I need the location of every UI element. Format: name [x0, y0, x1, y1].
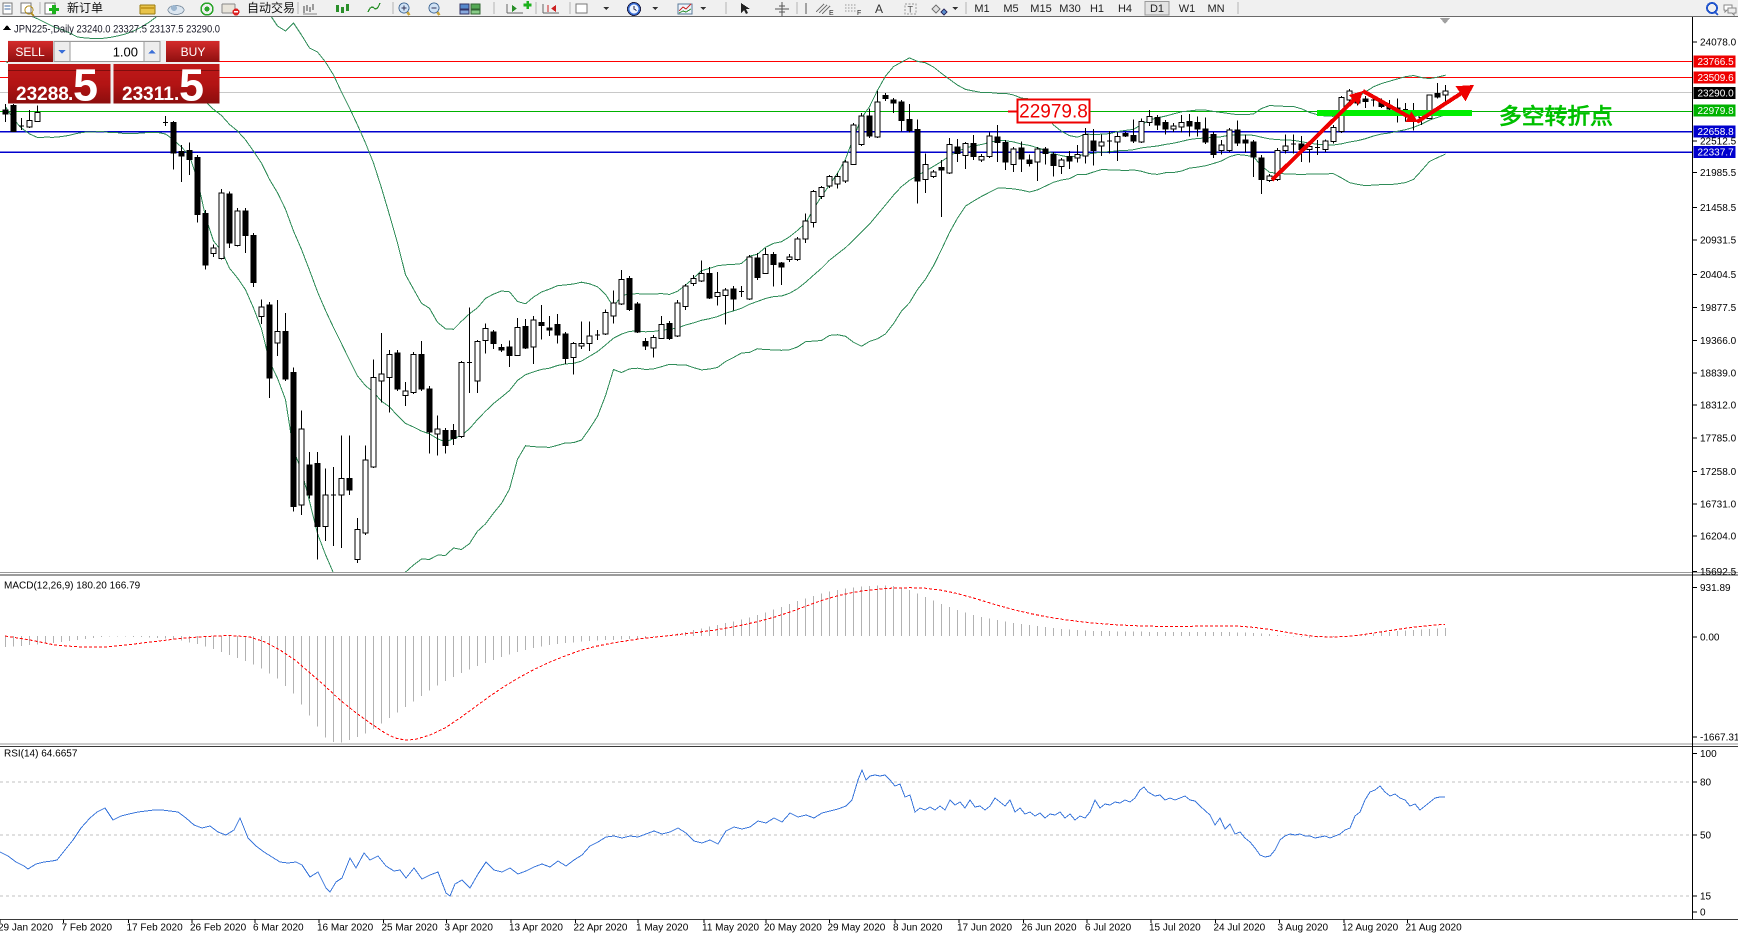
- svg-text:M1: M1: [974, 3, 989, 15]
- svg-text:A: A: [875, 2, 883, 16]
- svg-text:18312.0: 18312.0: [1700, 401, 1737, 412]
- svg-text:3 Apr 2020: 3 Apr 2020: [445, 923, 494, 934]
- svg-text:1.00: 1.00: [113, 45, 138, 60]
- svg-text:BUY: BUY: [181, 45, 206, 59]
- svg-text:26 Feb 2020: 26 Feb 2020: [190, 923, 247, 934]
- svg-text:18839.0: 18839.0: [1700, 369, 1737, 380]
- svg-text:15 Jul 2020: 15 Jul 2020: [1149, 923, 1201, 934]
- svg-text:17 Jun 2020: 17 Jun 2020: [957, 923, 1012, 934]
- svg-text:50: 50: [1700, 831, 1712, 842]
- svg-text:多空转折点: 多空转折点: [1499, 104, 1613, 129]
- svg-text:26 Jun 2020: 26 Jun 2020: [1022, 923, 1077, 934]
- svg-text:自动交易: 自动交易: [247, 0, 295, 15]
- svg-text:13 Apr 2020: 13 Apr 2020: [509, 923, 563, 934]
- svg-text:21985.5: 21985.5: [1700, 168, 1737, 179]
- svg-text:6 Mar 2020: 6 Mar 2020: [253, 923, 304, 934]
- svg-text:JPN225-,Daily 23240.0 23327.5: JPN225-,Daily 23240.0 23327.5 23137.5 23…: [14, 24, 220, 36]
- svg-text:-1667.31: -1667.31: [1700, 733, 1738, 744]
- svg-text:12 Aug 2020: 12 Aug 2020: [1342, 923, 1399, 934]
- svg-text:24078.0: 24078.0: [1700, 38, 1737, 49]
- svg-text:15692.5: 15692.5: [1700, 567, 1737, 578]
- svg-text:29 Jan 2020: 29 Jan 2020: [0, 923, 53, 934]
- svg-text:MACD(12,26,9) 180.20 166.79: MACD(12,26,9) 180.20 166.79: [4, 581, 141, 592]
- svg-text:16 Mar 2020: 16 Mar 2020: [317, 923, 374, 934]
- svg-text:MN: MN: [1207, 3, 1224, 15]
- svg-text:E: E: [829, 10, 834, 17]
- svg-text:D1: D1: [1150, 3, 1164, 15]
- svg-text:22658.8: 22658.8: [1698, 127, 1735, 138]
- svg-text:16204.0: 16204.0: [1700, 532, 1737, 543]
- svg-text:0.00: 0.00: [1700, 632, 1720, 643]
- svg-text:SELL: SELL: [15, 45, 45, 59]
- svg-text:F: F: [857, 10, 861, 17]
- svg-text:931.89: 931.89: [1700, 583, 1731, 594]
- svg-text:22337.7: 22337.7: [1698, 147, 1735, 158]
- svg-text:5: 5: [179, 60, 204, 111]
- svg-text:8 Jun 2020: 8 Jun 2020: [893, 923, 943, 934]
- svg-text:22 Apr 2020: 22 Apr 2020: [574, 923, 628, 934]
- svg-text:20 May 2020: 20 May 2020: [764, 923, 822, 934]
- svg-text:M30: M30: [1059, 3, 1080, 15]
- svg-text:25 Mar 2020: 25 Mar 2020: [382, 923, 439, 934]
- svg-text:23766.5: 23766.5: [1698, 57, 1735, 68]
- svg-text:17258.0: 17258.0: [1700, 467, 1737, 478]
- svg-text:新订单: 新订单: [67, 0, 103, 15]
- svg-text:0: 0: [1700, 908, 1706, 919]
- svg-text:7 Feb 2020: 7 Feb 2020: [62, 923, 113, 934]
- svg-text:23288: 23288: [16, 84, 69, 105]
- svg-text:22512.5: 22512.5: [1700, 136, 1737, 147]
- svg-text:19366.0: 19366.0: [1700, 336, 1737, 347]
- svg-text:W1: W1: [1179, 3, 1196, 15]
- svg-text:21 Aug 2020: 21 Aug 2020: [1406, 923, 1463, 934]
- svg-text:23509.6: 23509.6: [1698, 73, 1735, 84]
- svg-text:16731.0: 16731.0: [1700, 500, 1737, 511]
- svg-text:21458.5: 21458.5: [1700, 203, 1737, 214]
- svg-text:M5: M5: [1003, 3, 1018, 15]
- svg-text:M15: M15: [1030, 3, 1051, 15]
- svg-text:22979.8: 22979.8: [1698, 106, 1735, 117]
- svg-text:H1: H1: [1090, 3, 1104, 15]
- svg-text:20931.5: 20931.5: [1700, 236, 1737, 247]
- svg-text:100: 100: [1700, 749, 1717, 760]
- svg-text:29 May 2020: 29 May 2020: [828, 923, 886, 934]
- svg-text:15: 15: [1700, 891, 1712, 902]
- svg-text:11 May 2020: 11 May 2020: [702, 923, 760, 934]
- svg-text:RSI(14) 64.6657: RSI(14) 64.6657: [4, 749, 78, 760]
- svg-text:20404.5: 20404.5: [1700, 270, 1737, 281]
- svg-text:22979.8: 22979.8: [1019, 102, 1088, 123]
- svg-text:23311: 23311: [122, 84, 174, 105]
- svg-text:H4: H4: [1118, 3, 1132, 15]
- svg-text:5: 5: [73, 60, 98, 111]
- svg-text:17785.0: 17785.0: [1700, 434, 1737, 445]
- svg-text:17 Feb 2020: 17 Feb 2020: [127, 923, 184, 934]
- svg-text:.: .: [68, 84, 73, 105]
- svg-text:3 Aug 2020: 3 Aug 2020: [1278, 923, 1329, 934]
- svg-text:T: T: [908, 5, 914, 15]
- svg-text:19877.5: 19877.5: [1700, 303, 1737, 314]
- svg-text:80: 80: [1700, 778, 1712, 789]
- svg-text:1 May 2020: 1 May 2020: [636, 923, 689, 934]
- svg-text:6 Jul 2020: 6 Jul 2020: [1085, 923, 1132, 934]
- svg-text:.: .: [174, 84, 179, 105]
- svg-text:24 Jul 2020: 24 Jul 2020: [1214, 923, 1266, 934]
- svg-text:23290.0: 23290.0: [1698, 88, 1735, 99]
